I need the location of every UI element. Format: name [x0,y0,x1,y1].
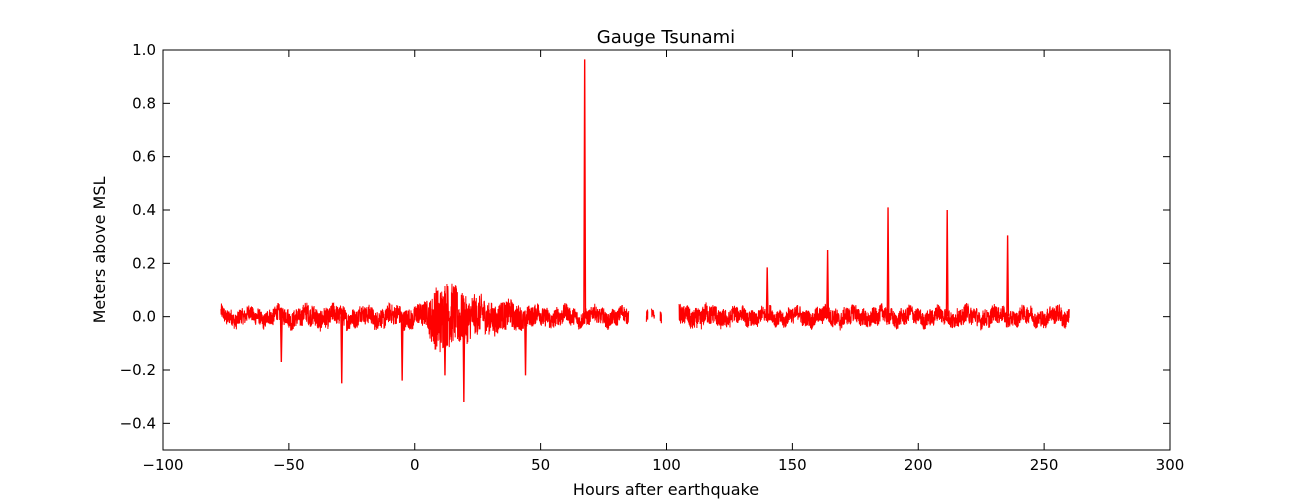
y-tick-label: 0.2 [132,254,156,272]
y-tick-label: 1.0 [132,41,156,59]
x-axis: −100 −50 0 50 100 150 200 250 300 [142,50,1184,474]
series-spike [400,316,404,381]
series-line-segment [645,309,649,322]
x-tick-label: 50 [531,456,550,474]
x-tick-label: −50 [273,456,305,474]
x-tick-label: 100 [652,456,681,474]
series-spike [443,316,447,376]
series-spike [524,316,528,376]
series-spike [462,316,466,403]
y-tick-label: 0.4 [132,201,156,219]
series-spike [826,249,830,317]
series-spike [583,59,587,317]
y-axis: −0.4 −0.2 0.0 0.2 0.4 0.6 0.8 1.0 [120,41,1170,432]
series-spike [340,316,344,384]
series-layer [220,59,1070,403]
series-line-segment [650,308,655,319]
series-spike [945,209,949,317]
series-spike [886,207,890,317]
y-tick-label: 0.8 [132,94,156,112]
x-axis-title: Hours after earthquake [573,480,759,499]
y-tick-label: 0.6 [132,148,156,166]
series-line-segment [659,311,662,324]
x-tick-label: 250 [1030,456,1059,474]
series-line-segment [678,302,1070,331]
x-tick-label: 300 [1156,456,1185,474]
x-tick-label: −100 [142,456,183,474]
plot-background [163,50,1170,450]
series-spike [279,316,283,363]
y-tick-label: −0.2 [120,361,156,379]
x-tick-label: 0 [410,456,420,474]
series-line-segment [220,283,630,353]
series-spike [1006,235,1010,317]
x-tick-label: 150 [778,456,807,474]
series-spike [765,267,769,317]
x-tick-label: 200 [904,456,933,474]
chart-title: Gauge Tsunami [597,27,735,48]
y-tick-label: −0.4 [120,414,156,432]
y-axis-title: Meters above MSL [90,177,109,324]
y-tick-label: 0.0 [132,308,156,326]
